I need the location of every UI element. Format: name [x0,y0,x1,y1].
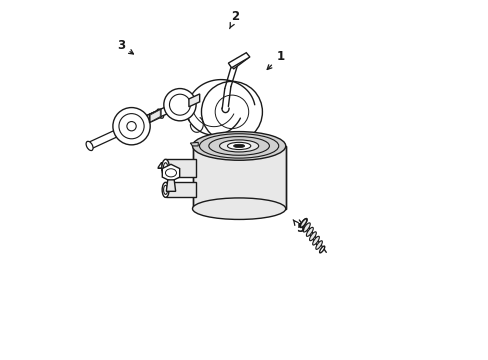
Ellipse shape [319,246,324,253]
Ellipse shape [227,142,250,149]
Ellipse shape [126,122,136,131]
Ellipse shape [303,223,309,232]
Ellipse shape [219,140,258,152]
Polygon shape [230,54,247,69]
Ellipse shape [86,141,93,150]
Ellipse shape [233,144,244,148]
Text: 4: 4 [156,161,170,174]
Polygon shape [228,53,249,68]
Ellipse shape [119,114,144,139]
Ellipse shape [192,198,285,220]
Ellipse shape [312,236,319,245]
Polygon shape [166,180,175,191]
Ellipse shape [157,109,163,118]
Ellipse shape [215,95,248,129]
Ellipse shape [165,169,176,177]
Text: 3: 3 [117,39,133,54]
Polygon shape [165,159,196,176]
Ellipse shape [300,219,306,227]
Ellipse shape [163,163,167,173]
Text: 2: 2 [229,10,239,28]
Polygon shape [165,182,196,197]
Polygon shape [188,94,199,107]
Ellipse shape [162,182,169,197]
Ellipse shape [306,227,313,237]
Ellipse shape [199,134,278,158]
Polygon shape [150,110,160,122]
Ellipse shape [208,136,269,155]
Ellipse shape [163,89,196,121]
Text: 1: 1 [266,50,284,69]
Ellipse shape [162,159,169,176]
Polygon shape [162,164,179,181]
Ellipse shape [113,108,150,145]
Ellipse shape [169,94,190,115]
Polygon shape [190,142,198,146]
Ellipse shape [300,219,306,228]
Ellipse shape [201,81,262,142]
Polygon shape [149,109,161,123]
Ellipse shape [163,185,167,194]
Polygon shape [192,146,285,209]
Ellipse shape [315,241,322,249]
Polygon shape [140,100,180,126]
Ellipse shape [192,132,285,160]
Text: 5: 5 [293,220,304,235]
Ellipse shape [309,232,316,241]
